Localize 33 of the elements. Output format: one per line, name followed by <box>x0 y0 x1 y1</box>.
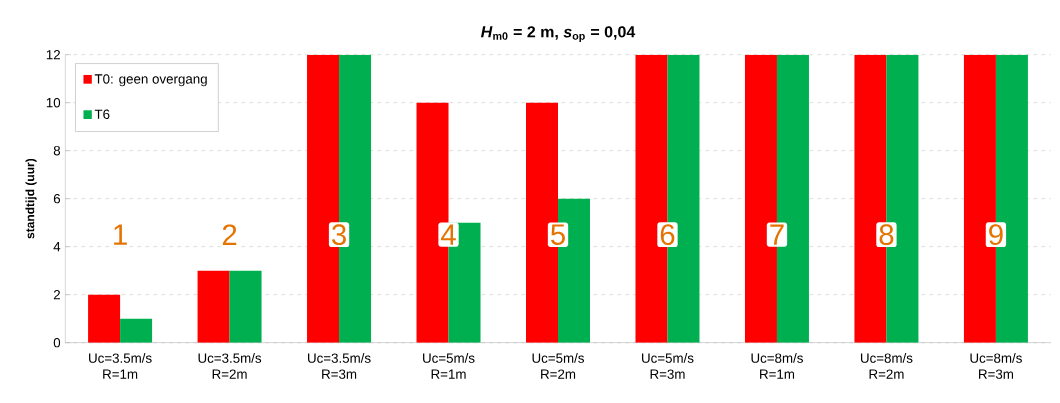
bar <box>197 270 230 343</box>
annotation: 7 <box>770 224 784 245</box>
legend-label: T0: geen overgang <box>94 74 207 87</box>
y-tick-label: 8 <box>53 146 61 156</box>
y-tick-label: 10 <box>46 98 61 108</box>
annotation: 2 <box>222 224 237 246</box>
legend-label: T6 <box>94 109 110 120</box>
annotation: 9 <box>989 224 1003 246</box>
annotation: 6 <box>660 224 675 246</box>
x-tick-label: Uc=3.5m/s R=1m <box>89 353 152 379</box>
y-axis-title: standtijd (uur) <box>25 159 37 239</box>
x-tick-label: Uc=3.5m/s R=2m <box>198 353 262 379</box>
y-tick-label: 4 <box>53 242 61 252</box>
x-tick-label: Uc=8m/s R=2m <box>860 353 913 379</box>
y-tick-label: 2 <box>53 290 60 300</box>
x-tick-label: Uc=8m/s R=1m <box>751 353 803 379</box>
x-tick-label: Uc=5m/s R=3m <box>642 353 694 380</box>
y-tick-label: 12 <box>46 50 60 60</box>
x-tick-label: Uc=3.5m/s R=3m <box>308 353 371 380</box>
annotation: 1 <box>114 224 127 245</box>
x-tick-label: Uc=5m/s R=2m <box>532 353 585 379</box>
annotation: 3 <box>331 224 346 246</box>
annotation: 8 <box>879 224 894 246</box>
bar <box>88 294 121 343</box>
bar <box>120 318 153 343</box>
chart-title: H$_{m0}$ = 2 m, s$_{op}$ = 0,04 <box>480 26 636 43</box>
y-tick-label: 0 <box>53 338 61 348</box>
x-tick-label: Uc=8m/s R=3m <box>970 353 1022 380</box>
x-tick-label: Uc=5m/s R=1m <box>423 353 475 379</box>
bar <box>229 270 262 343</box>
annotation: 4 <box>441 224 456 245</box>
annotation: 5 <box>551 224 565 246</box>
y-tick-label: 6 <box>53 194 61 204</box>
